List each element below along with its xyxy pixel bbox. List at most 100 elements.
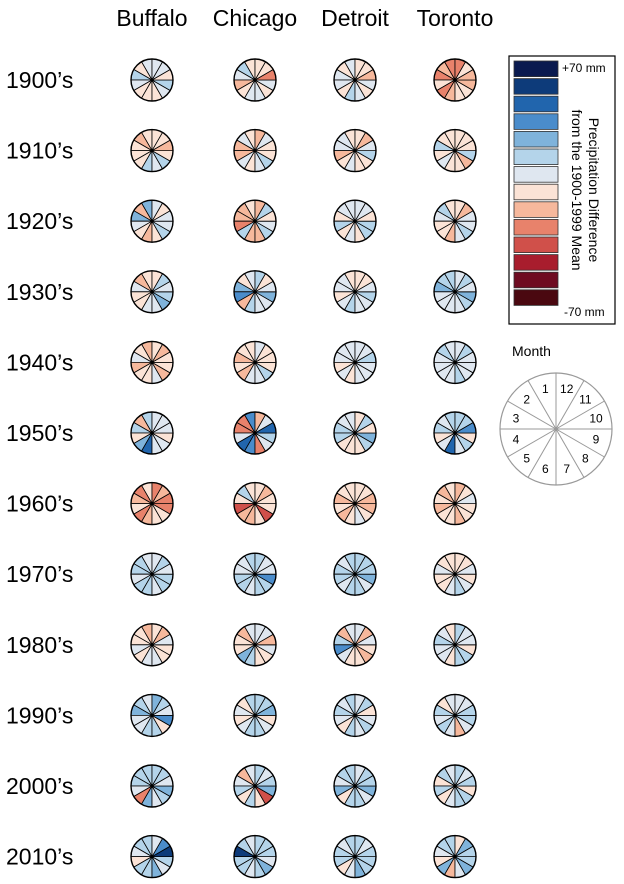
month-key-label: 7 <box>563 462 570 476</box>
city-header-detroit: Detroit <box>321 5 389 31</box>
glyph-outline <box>433 128 477 173</box>
month-glyph <box>130 128 174 173</box>
city-header-buffalo: Buffalo <box>116 5 187 31</box>
month-glyph <box>130 270 174 314</box>
glyph-outline <box>233 270 277 314</box>
legend-swatch <box>513 236 559 254</box>
legend-swatch <box>513 201 559 218</box>
month-glyph <box>433 128 477 173</box>
glyph-outline <box>130 270 174 314</box>
glyph-outline <box>233 481 277 526</box>
glyph-outline <box>130 693 174 738</box>
month-glyph <box>130 834 174 879</box>
glyph-outline <box>333 552 377 596</box>
legend-swatch <box>513 289 559 306</box>
month-glyph <box>233 199 277 243</box>
legend-swatch <box>513 254 559 271</box>
month-glyph <box>130 623 174 667</box>
month-glyph <box>233 693 277 738</box>
glyph-outline <box>233 623 277 667</box>
month-glyph <box>333 340 377 385</box>
glyph-outline <box>333 481 377 526</box>
month-glyph <box>130 411 174 455</box>
glyph-outline <box>433 199 477 243</box>
glyph-outline <box>130 340 174 385</box>
month-glyph <box>130 58 174 102</box>
month-glyph <box>333 552 377 596</box>
glyph-outline <box>333 764 377 808</box>
month-glyph <box>333 834 377 879</box>
glyph-outline <box>130 199 174 243</box>
month-key-label: 9 <box>593 433 600 447</box>
month-glyph <box>130 693 174 738</box>
glyph-outline <box>233 834 277 879</box>
month-glyph <box>333 693 377 738</box>
month-glyph <box>333 411 377 455</box>
month-glyph <box>130 552 174 596</box>
month-glyph <box>333 58 377 102</box>
decade-label: 1990’s <box>6 702 73 728</box>
decade-label: 1900’s <box>6 67 73 93</box>
city-header-toronto: Toronto <box>417 5 494 31</box>
month-glyph <box>433 199 477 243</box>
month-glyph <box>333 623 377 667</box>
glyph-outline <box>433 270 477 314</box>
radial-glyph-grid <box>130 58 477 879</box>
month-glyph <box>233 58 277 102</box>
legend-swatch <box>513 166 559 183</box>
glyph-outline <box>433 58 477 102</box>
month-glyph <box>433 834 477 879</box>
legend-swatch <box>513 148 559 166</box>
glyph-outline <box>433 340 477 385</box>
month-glyph <box>433 270 477 314</box>
month-key-label: 3 <box>513 411 520 425</box>
legend-swatch <box>513 271 559 289</box>
glyph-outline <box>233 693 277 738</box>
city-headers: Buffalo Chicago Detroit Toronto <box>116 5 493 31</box>
month-glyph <box>433 552 477 596</box>
month-key-label: 8 <box>582 451 589 465</box>
color-legend: +70 mm -70 mm Precipitation Differencefr… <box>508 55 616 325</box>
month-glyph <box>233 411 277 455</box>
legend-title: Precipitation Differencefrom the 1900-19… <box>569 109 602 270</box>
glyph-outline <box>233 340 277 385</box>
month-glyph <box>433 411 477 455</box>
month-glyph <box>433 58 477 102</box>
decade-label: 1970’s <box>6 561 73 587</box>
legend-max-label: +70 mm <box>562 61 606 75</box>
glyph-outline <box>130 834 174 879</box>
legend-swatch <box>513 218 559 236</box>
legend-min-label: -70 mm <box>564 305 605 319</box>
month-key-label: 4 <box>513 433 520 447</box>
month-glyph <box>233 481 277 526</box>
glyph-outline <box>233 411 277 455</box>
month-glyph <box>233 128 277 173</box>
legend-swatch <box>513 78 559 95</box>
decade-label: 1950’s <box>6 420 73 446</box>
glyph-outline <box>333 411 377 455</box>
month-glyph <box>333 481 377 526</box>
month-key-label: 1 <box>542 382 549 396</box>
glyph-outline <box>130 552 174 596</box>
glyph-outline <box>233 552 277 596</box>
month-glyph <box>433 481 477 526</box>
month-key-divider <box>527 380 585 478</box>
month-glyph <box>333 270 377 314</box>
glyph-outline <box>433 693 477 738</box>
month-glyph <box>333 128 377 173</box>
legend-swatches <box>513 60 559 306</box>
glyph-outline <box>130 481 174 526</box>
month-glyph <box>433 623 477 667</box>
month-key-label: 10 <box>589 411 603 425</box>
month-glyph <box>333 764 377 808</box>
glyph-outline <box>233 764 277 808</box>
month-glyph <box>433 693 477 738</box>
month-glyph <box>433 340 477 385</box>
legend-swatch <box>513 95 559 113</box>
glyph-outline <box>333 58 377 102</box>
legend-swatch <box>513 183 559 201</box>
glyph-outline <box>130 623 174 667</box>
glyph-outline <box>333 340 377 385</box>
